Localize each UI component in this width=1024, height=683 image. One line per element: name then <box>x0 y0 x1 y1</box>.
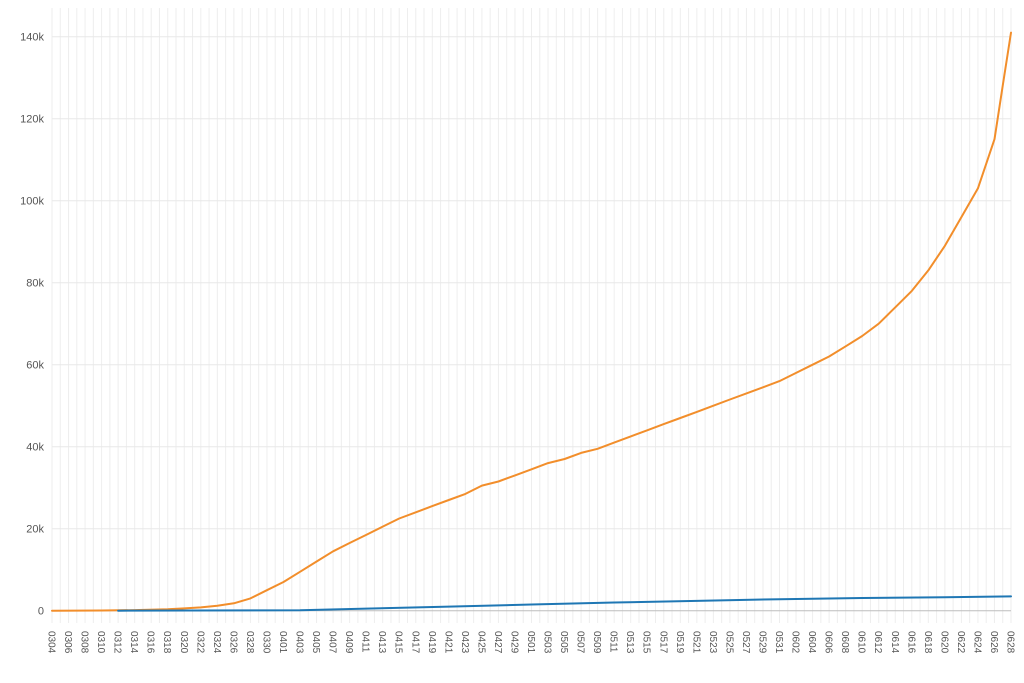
x-tick-label: 0328 <box>244 631 255 654</box>
x-tick-label: 0513 <box>624 631 635 654</box>
x-tick-label: 0318 <box>161 631 172 654</box>
x-tick-label: 0308 <box>79 631 90 654</box>
x-tick-label: 0620 <box>938 631 949 654</box>
y-tick-label: 80k <box>26 278 44 290</box>
y-axis: 0 20k 40k 60k 80k 100k 120k 140k <box>20 32 44 618</box>
x-tick-label: 0403 <box>294 631 305 654</box>
x-tick-label: 0423 <box>459 631 470 654</box>
x-tick-label: 0405 <box>310 631 321 654</box>
x-tick-label: 0523 <box>707 631 718 654</box>
x-tick-label: 0521 <box>690 631 701 654</box>
x-tick-label: 0411 <box>360 631 371 653</box>
x-tick-label: 0612 <box>872 631 883 654</box>
x-tick-label: 0401 <box>277 631 288 654</box>
x-tick-label: 0501 <box>525 631 536 654</box>
x-tick-label: 0316 <box>145 631 156 654</box>
x-tick-label: 0503 <box>542 631 553 654</box>
x-tick-label: 0509 <box>591 631 602 654</box>
x-axis: 0304 0306 0308 0310 0312 0314 0316 0318 0320 0322… <box>46 631 1016 654</box>
y-tick-label: 140k <box>20 32 44 44</box>
series-line <box>51 31 1012 612</box>
x-tick-label: 0616 <box>905 631 916 654</box>
x-tick-label: 0427 <box>492 631 503 654</box>
x-tick-label: 0324 <box>211 631 222 654</box>
x-tick-label: 0610 <box>856 631 867 654</box>
x-tick-label: 0326 <box>227 631 238 654</box>
x-tick-label: 0527 <box>740 631 751 654</box>
x-tick-label: 0626 <box>988 631 999 654</box>
x-tick-label: 0515 <box>641 631 652 654</box>
x-tick-label: 0529 <box>757 631 768 654</box>
y-tick-label: 40k <box>26 442 44 454</box>
x-tick-label: 0511 <box>608 631 619 653</box>
x-tick-label: 0624 <box>971 631 982 654</box>
x-tick-label: 0415 <box>393 631 404 654</box>
grid <box>51 8 1012 623</box>
x-tick-label: 0425 <box>475 631 486 654</box>
x-tick-label: 0622 <box>955 631 966 654</box>
y-tick-label: 20k <box>26 524 44 536</box>
x-tick-label: 0330 <box>260 631 271 654</box>
x-tick-label: 0628 <box>1005 631 1016 654</box>
x-tick-label: 0606 <box>823 631 834 654</box>
x-tick-label: 0618 <box>922 631 933 654</box>
y-tick-label: 60k <box>26 360 44 372</box>
x-tick-label: 0604 <box>806 631 817 654</box>
x-tick-label: 0310 <box>95 631 106 654</box>
x-tick-label: 0517 <box>657 631 668 654</box>
series-layer <box>51 31 1012 612</box>
x-tick-label: 0320 <box>178 631 189 654</box>
x-tick-label: 0413 <box>376 631 387 654</box>
x-tick-label: 0312 <box>112 631 123 654</box>
x-tick-label: 0417 <box>409 631 420 654</box>
y-tick-label: 0 <box>38 606 44 618</box>
y-tick-label: 120k <box>20 114 44 126</box>
x-tick-label: 0507 <box>575 631 586 654</box>
x-tick-label: 0608 <box>839 631 850 654</box>
x-tick-label: 0314 <box>128 631 139 654</box>
x-tick-label: 0525 <box>723 631 734 654</box>
x-tick-label: 0306 <box>62 631 73 654</box>
x-tick-label: 0602 <box>790 631 801 654</box>
x-tick-label: 0519 <box>674 631 685 654</box>
x-tick-label: 0304 <box>46 631 57 654</box>
x-tick-label: 0531 <box>773 631 784 654</box>
x-tick-label: 0421 <box>442 631 453 654</box>
x-tick-label: 0407 <box>327 631 338 654</box>
x-tick-label: 0419 <box>426 631 437 654</box>
series-line <box>117 595 1012 612</box>
x-tick-label: 0409 <box>343 631 354 654</box>
y-tick-label: 100k <box>20 196 44 208</box>
x-tick-label: 0614 <box>889 631 900 654</box>
x-tick-label: 0505 <box>558 631 569 654</box>
x-tick-label: 0429 <box>509 631 520 654</box>
x-tick-label: 0322 <box>194 631 205 654</box>
